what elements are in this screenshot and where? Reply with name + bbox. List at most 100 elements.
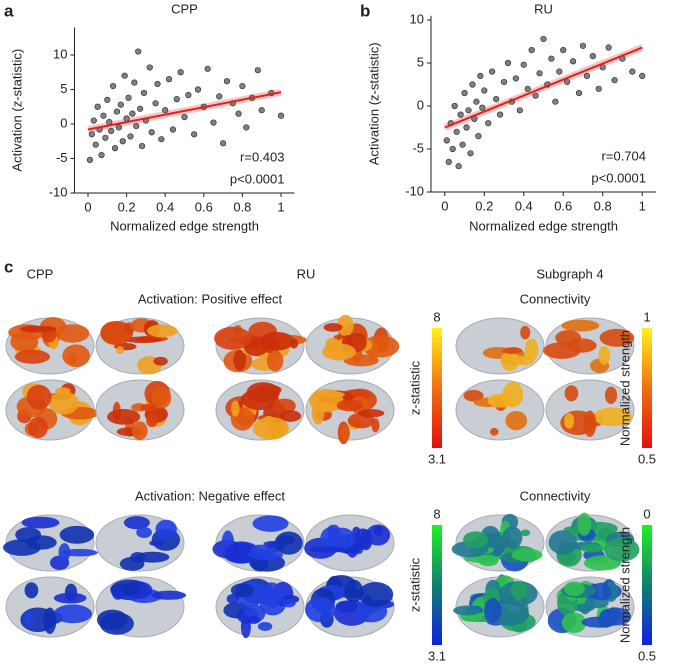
- point: [449, 145, 456, 153]
- colorbar-label: Normalized strength: [617, 330, 632, 446]
- activation-patch: [490, 427, 499, 436]
- brain: [305, 379, 395, 445]
- activation-patch: [583, 410, 597, 438]
- point: [552, 98, 559, 105]
- colorbar-min: 0.5: [638, 451, 656, 466]
- activation-patch: [577, 512, 592, 536]
- activation-patch: [53, 592, 87, 604]
- colorbar-max: 0: [643, 506, 650, 521]
- point: [475, 133, 482, 140]
- point: [94, 103, 101, 110]
- y-tick-label: 5: [60, 81, 67, 96]
- point: [536, 70, 543, 77]
- activation-patch: [230, 583, 254, 598]
- activation-patch: [247, 615, 261, 624]
- annotation: p<0.0001: [591, 170, 646, 185]
- column-title: CPP: [27, 266, 54, 281]
- x-tick-label: 1: [277, 199, 284, 214]
- point: [516, 107, 523, 114]
- activation-patch: [24, 610, 35, 626]
- activation-patch: [14, 349, 50, 364]
- activation-patch: [274, 531, 303, 555]
- row-title: Connectivity: [520, 488, 591, 503]
- brain: [543, 317, 635, 375]
- point: [98, 151, 105, 159]
- point: [113, 108, 121, 115]
- activation-patch: [580, 544, 604, 553]
- activation-patch: [26, 384, 52, 410]
- y-axis-label: Activation (z-statistic): [366, 42, 381, 165]
- point: [108, 127, 115, 134]
- point: [117, 101, 124, 108]
- activation-patch: [511, 548, 543, 562]
- activation-patch: [605, 607, 622, 624]
- annotation: r=0.403: [240, 149, 284, 164]
- point: [504, 59, 512, 67]
- activation-patch: [155, 519, 177, 539]
- y-tick-label: 5: [417, 54, 424, 69]
- point: [469, 81, 476, 88]
- activation-patch: [59, 525, 95, 544]
- brain: [215, 576, 305, 639]
- activation-patch: [226, 593, 239, 605]
- activation-patch: [151, 590, 187, 600]
- point: [629, 68, 636, 75]
- x-tick-label: 0.8: [594, 198, 612, 213]
- activation-patch: [231, 400, 240, 417]
- x-tick-label: 0.6: [195, 199, 213, 214]
- activation-patch: [500, 350, 520, 371]
- activation-patch: [239, 412, 256, 420]
- activation-patch: [107, 408, 141, 425]
- activation-patch: [99, 612, 134, 635]
- colorbar-max: 1: [643, 309, 650, 324]
- activation-patch: [279, 410, 302, 422]
- brain: [5, 317, 95, 375]
- x-tick-label: 0.2: [118, 199, 136, 214]
- activation-patch: [153, 356, 168, 366]
- activation-patch: [564, 385, 579, 402]
- activation-patch: [510, 581, 528, 600]
- point: [560, 46, 567, 54]
- y-tick-label: -5: [412, 140, 424, 155]
- point: [181, 113, 188, 121]
- point: [216, 93, 223, 100]
- colorbar-min: 3.1: [428, 648, 446, 663]
- y-tick-label: 0: [417, 97, 424, 112]
- activation-patch: [19, 325, 57, 333]
- activation-patch: [604, 386, 618, 404]
- point: [570, 58, 577, 65]
- activation-patch: [21, 516, 60, 529]
- activation-patch: [259, 582, 284, 608]
- colorbar: [432, 525, 442, 645]
- point: [154, 80, 161, 88]
- activation-patch: [361, 335, 400, 358]
- x-tick-label: 1: [639, 198, 646, 213]
- activation-patch: [273, 398, 296, 414]
- y-tick-label: -10: [49, 184, 68, 199]
- point: [169, 126, 177, 133]
- row-title: Activation: Negative effect: [135, 488, 285, 503]
- activation-patch: [599, 328, 635, 347]
- activation-patch: [24, 582, 39, 599]
- brain: [3, 514, 98, 572]
- brain: [95, 514, 185, 572]
- point: [583, 72, 591, 79]
- point: [152, 100, 159, 107]
- point: [605, 44, 612, 51]
- brain: [5, 379, 100, 441]
- activation-patch: [56, 324, 90, 343]
- point: [173, 96, 180, 103]
- activation-patch: [48, 391, 79, 415]
- point: [162, 107, 169, 114]
- brain: [545, 512, 640, 572]
- activation-patch: [371, 418, 380, 433]
- point: [92, 141, 99, 148]
- brain: [455, 317, 545, 375]
- point: [457, 111, 464, 118]
- activation-patch: [149, 539, 165, 547]
- colorbar: [432, 328, 442, 448]
- activation-patch: [543, 342, 581, 359]
- activation-patch: [453, 605, 482, 616]
- point: [481, 87, 488, 94]
- chart-title: CPP: [171, 1, 198, 16]
